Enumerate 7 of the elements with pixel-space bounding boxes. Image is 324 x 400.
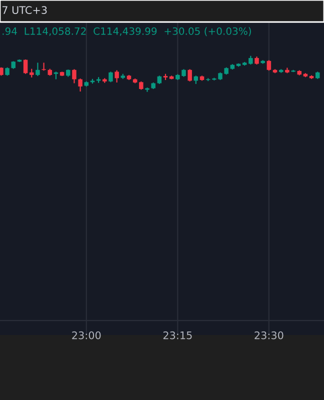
candlestick xyxy=(42,62,46,72)
x-tick-label: 23:30 xyxy=(254,331,284,340)
x-tick-label: 23:15 xyxy=(163,331,192,340)
text: .94 L114,058.72 C114,439.99 +30.05 (+0.03%) xyxy=(2,27,251,36)
x-tick-label: 23:00 xyxy=(72,331,101,340)
candlestick xyxy=(151,82,156,90)
text: 7 UTC+3 xyxy=(2,6,47,14)
